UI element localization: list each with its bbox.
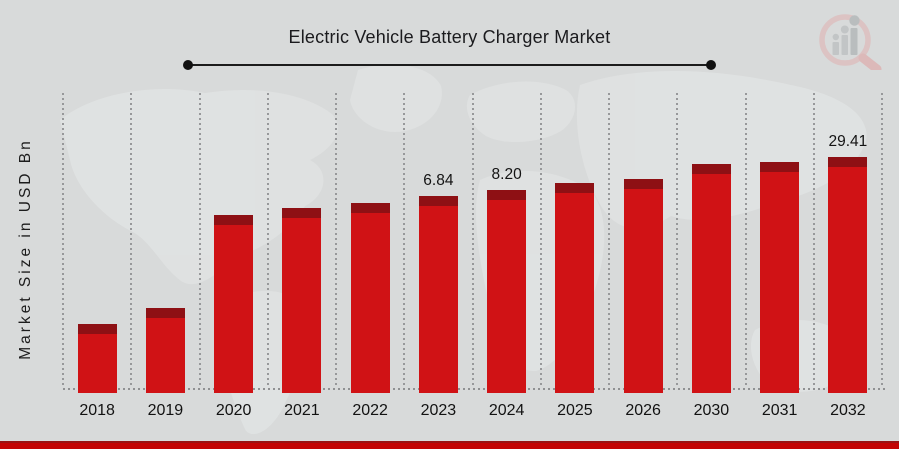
bar-value-label-2032: 29.41 [828, 133, 868, 150]
x-tick-label-2032: 2032 [830, 402, 866, 419]
vertical-gridline [471, 93, 474, 388]
page-title: Electric Vehicle Battery Charger Market [288, 27, 611, 47]
bar-cap-2026 [623, 179, 663, 189]
bar-cap-2032 [828, 157, 868, 167]
x-tick-label-2019: 2019 [147, 402, 184, 419]
vertical-gridline [335, 93, 337, 388]
bar-cap-2019 [145, 308, 185, 318]
bar-2021 [282, 208, 322, 393]
logo-dot-tall [849, 15, 860, 26]
vertical-gridline [62, 93, 64, 388]
x-tick-label-2031: 2031 [761, 402, 798, 419]
bar-2030 [691, 164, 731, 393]
x-tick-label-2018: 2018 [79, 402, 115, 419]
bar-2022 [350, 203, 390, 393]
vertical-gridline [266, 93, 269, 388]
logo-bar-small [832, 42, 839, 55]
bar-value-label-2023: 6.84 [423, 172, 454, 189]
bar-cap-2022 [350, 203, 390, 213]
logo-bar-tall [850, 28, 858, 55]
x-tick-label-2020: 2020 [215, 402, 252, 419]
magnifier-chart-logo [819, 14, 882, 70]
logo-dot-small [832, 33, 839, 41]
vertical-gridline [744, 93, 747, 388]
x-tick-label-2021: 2021 [284, 402, 320, 419]
logo-bar-medium [841, 35, 848, 55]
vertical-gridline [881, 93, 883, 388]
bar-2026 [623, 179, 663, 393]
x-tick-label-2030: 2030 [693, 402, 730, 419]
bar-cap-2023 [418, 196, 458, 206]
map-europe [466, 81, 576, 143]
vertical-gridline [608, 93, 610, 388]
vertical-gridline [812, 93, 815, 388]
bar-2025 [555, 183, 595, 393]
bar-cap-2020 [214, 215, 254, 225]
bar-2023 [418, 196, 458, 393]
footer-red-band [0, 441, 899, 449]
logo-ring [819, 14, 871, 66]
bar-2020 [214, 215, 254, 393]
bar-cap-2031 [760, 162, 800, 172]
bar-cap-2021 [282, 208, 322, 218]
vertical-gridline [676, 93, 679, 388]
map-greenland [350, 64, 442, 132]
vertical-gridline [539, 93, 542, 388]
bar-value-label-2024: 8.20 [491, 166, 522, 183]
x-tick-label-2023: 2023 [420, 402, 457, 419]
logo-handle [858, 53, 882, 70]
bar-2019 [145, 308, 185, 393]
bar-2018 [77, 324, 117, 393]
vertical-gridline [403, 93, 406, 388]
bar-cap-2030 [691, 164, 731, 174]
x-tick-label-2024: 2024 [488, 402, 525, 419]
x-tick-label-2025: 2025 [557, 402, 593, 419]
x-tick-label-2026: 2026 [625, 402, 661, 419]
bar-2031 [760, 162, 800, 393]
bar-2032 [828, 157, 868, 393]
bar-cap-2024 [487, 190, 527, 200]
title-underline [183, 60, 716, 70]
underline-dot-left-icon [183, 60, 193, 70]
x-axis-baseline [63, 388, 888, 390]
underline-dot-right-icon [706, 60, 716, 70]
vertical-gridline [198, 93, 201, 388]
vertical-gridline [130, 93, 133, 388]
bar-2024 [487, 190, 527, 393]
bar-cap-2018 [77, 324, 117, 334]
bar-cap-2025 [555, 183, 595, 193]
logo-dot-medium [840, 25, 849, 34]
x-tick-label-2022: 2022 [352, 402, 388, 419]
